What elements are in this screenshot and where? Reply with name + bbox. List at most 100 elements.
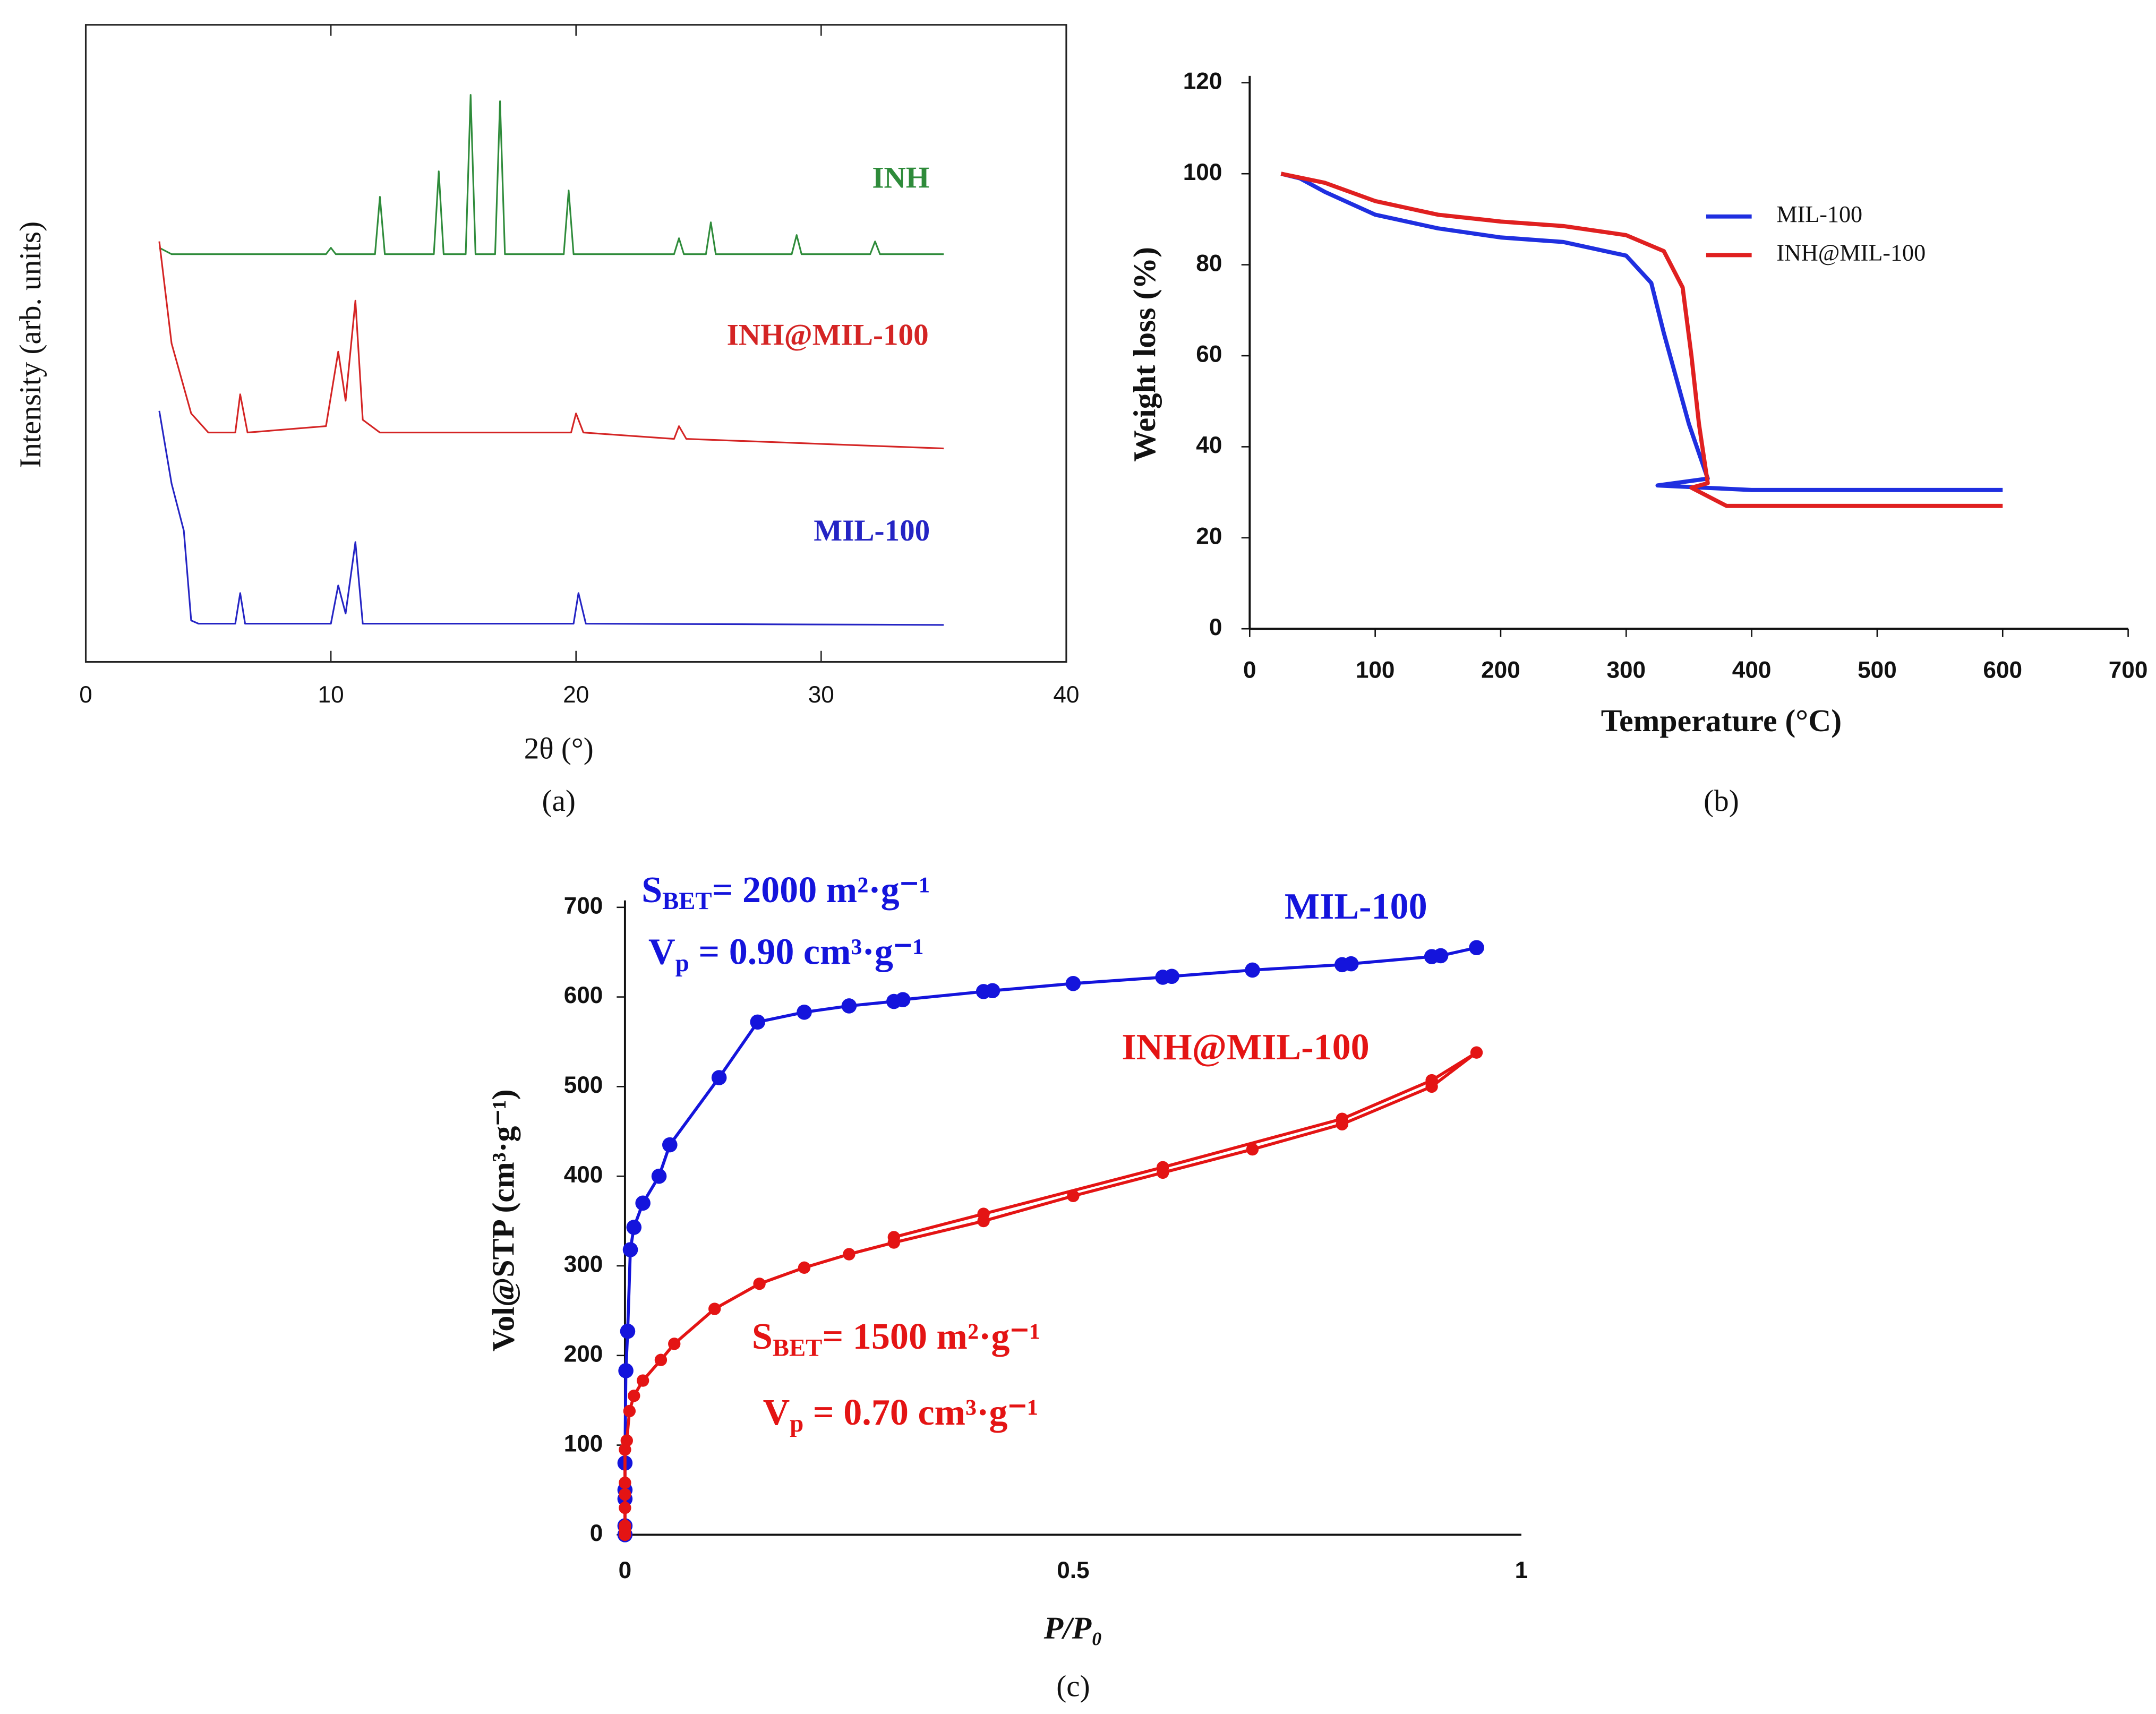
x-tick-label: 700 xyxy=(2109,657,2148,683)
data-point xyxy=(750,1014,766,1030)
series-line xyxy=(1280,172,2003,508)
caption: (b) xyxy=(1704,784,1739,818)
annotation-symbol: V xyxy=(763,1392,790,1433)
data-point xyxy=(1425,1074,1438,1087)
data-point xyxy=(626,1220,642,1235)
caption: (c) xyxy=(1056,1669,1090,1703)
x-tick-label: 1 xyxy=(1515,1557,1528,1583)
y-axis-label: Weight loss (%) xyxy=(1127,247,1162,462)
y-tick-label: 120 xyxy=(1183,68,1222,94)
data-point xyxy=(985,983,1000,999)
data-point xyxy=(622,1242,638,1257)
data-point xyxy=(1469,940,1484,956)
data-point xyxy=(887,1231,900,1244)
annotation-subscript: BET xyxy=(662,887,712,915)
series-line xyxy=(158,241,944,450)
data-point xyxy=(628,1390,640,1402)
data-point xyxy=(841,998,857,1014)
y-axis-label: Vol@STP (cm³·g⁻¹) xyxy=(485,1089,520,1351)
data-point xyxy=(843,1248,855,1261)
data-point xyxy=(1470,1046,1483,1059)
annotation-symbol: V xyxy=(648,932,675,973)
series-label: INH xyxy=(872,161,929,194)
annotation-text: = 0.70 cm³·g⁻¹ xyxy=(803,1392,1038,1433)
y-tick-label: 0 xyxy=(1209,614,1222,640)
legend-label: INH@MIL-100 xyxy=(1776,240,1926,266)
data-point xyxy=(651,1168,667,1184)
y-tick-label: 400 xyxy=(564,1162,603,1188)
x-tick-label: 0 xyxy=(619,1557,632,1583)
y-tick-label: 200 xyxy=(564,1341,603,1367)
y-tick-label: 20 xyxy=(1196,523,1222,549)
data-point xyxy=(1065,975,1081,991)
x-tick-label: 100 xyxy=(1356,657,1395,683)
data-point xyxy=(619,1502,631,1514)
x-axis-label: P/P₀ xyxy=(1043,1610,1102,1646)
x-tick-label: 300 xyxy=(1606,657,1646,683)
data-point xyxy=(1343,956,1359,972)
data-point xyxy=(1157,1161,1169,1173)
data-point xyxy=(895,992,911,1007)
y-tick-label: 300 xyxy=(564,1252,603,1278)
x-tick-label: 600 xyxy=(1983,657,2022,683)
data-point xyxy=(1246,1143,1259,1156)
data-point xyxy=(753,1278,766,1290)
y-tick-label: 80 xyxy=(1196,250,1222,276)
annotation-subscript: p xyxy=(675,949,689,977)
data-point xyxy=(636,1374,649,1387)
x-tick-label: 500 xyxy=(1858,657,1897,683)
series-line xyxy=(158,410,944,626)
annotation: SBET= 2000 m²·g⁻¹ xyxy=(641,870,930,915)
x-tick-label: 400 xyxy=(1732,657,1772,683)
x-tick-label: 0 xyxy=(1243,657,1256,683)
annotation-text: = 2000 m²·g⁻¹ xyxy=(712,870,930,911)
data-point xyxy=(708,1302,721,1315)
x-tick-label: 30 xyxy=(808,682,834,708)
series-line xyxy=(159,94,944,255)
data-point xyxy=(619,1519,631,1532)
annotation: Vp = 0.90 cm³·g⁻¹ xyxy=(648,932,924,977)
annotation: SBET= 1500 m²·g⁻¹ xyxy=(752,1316,1041,1361)
y-tick-label: 0 xyxy=(590,1520,603,1546)
x-tick-label: 200 xyxy=(1481,657,1520,683)
x-tick-label: 0 xyxy=(79,682,92,708)
data-point xyxy=(620,1434,633,1447)
data-point xyxy=(977,1207,990,1220)
y-tick-label: 600 xyxy=(564,982,603,1008)
data-point xyxy=(711,1070,727,1085)
data-point xyxy=(798,1261,811,1274)
legend-label: MIL-100 xyxy=(1776,201,1862,227)
data-point xyxy=(662,1137,678,1153)
series-label: INH@MIL-100 xyxy=(1122,1027,1369,1068)
caption: (a) xyxy=(542,784,576,818)
annotation-symbol: S xyxy=(641,870,662,911)
x-tick-label: 0.5 xyxy=(1057,1557,1089,1583)
data-point xyxy=(623,1404,636,1418)
series-label: MIL-100 xyxy=(814,514,930,547)
x-axis-label: 2θ (°) xyxy=(524,732,594,765)
y-tick-label: 100 xyxy=(1183,159,1222,185)
data-point xyxy=(619,1488,631,1501)
y-tick-label: 60 xyxy=(1196,341,1222,367)
series-line xyxy=(1280,172,2003,492)
series-line xyxy=(623,1051,1478,1535)
data-point xyxy=(654,1353,668,1366)
data-point xyxy=(1067,1189,1080,1203)
y-axis-label: Intensity (arb. units) xyxy=(14,221,47,468)
data-point xyxy=(1433,948,1449,964)
series-label: INH@MIL-100 xyxy=(727,318,929,352)
y-tick-label: 500 xyxy=(564,1072,603,1098)
annotation-subscript: p xyxy=(790,1410,803,1437)
annotation: Vp = 0.70 cm³·g⁻¹ xyxy=(763,1392,1039,1437)
data-point xyxy=(619,1476,631,1489)
data-point xyxy=(668,1338,681,1350)
annotation-text: = 0.90 cm³·g⁻¹ xyxy=(689,932,924,973)
data-point xyxy=(1164,969,1179,984)
series-label: MIL-100 xyxy=(1285,886,1427,927)
y-tick-label: 40 xyxy=(1196,432,1222,458)
annotation-symbol: S xyxy=(752,1316,773,1357)
x-tick-label: 10 xyxy=(318,682,344,708)
data-point xyxy=(797,1005,812,1020)
